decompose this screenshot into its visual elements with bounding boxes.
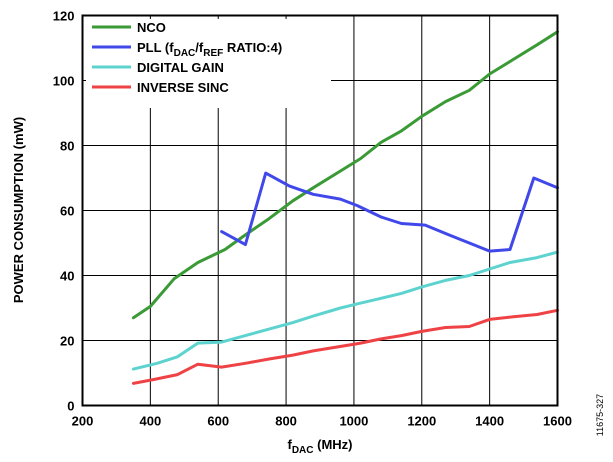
series-line-3 (131, 308, 559, 385)
series-lines (131, 30, 559, 385)
axis-ticks: 200 400 600 800 1000 1200 1400 1600 0 20 40 60 80 100… (53, 9, 572, 429)
x-tick-label: 1000 (339, 414, 368, 429)
series-line-1 (220, 171, 559, 253)
y-tick-label: 80 (60, 139, 74, 154)
x-tick-label: 800 (275, 414, 297, 429)
x-tick-label: 1400 (475, 414, 504, 429)
y-tick-label: 40 (60, 269, 74, 284)
x-axis-title: fDAC (MHz) (287, 437, 352, 456)
x-axis-title-sub: DAC (292, 445, 314, 456)
plot-frame (81, 14, 559, 407)
x-tick-label: 1200 (407, 414, 436, 429)
legend-label-1: PLL (fDAC/fREF RATIO:4) (137, 40, 282, 59)
x-axis-title-main: f (287, 437, 292, 452)
x-tick-label: 400 (140, 414, 162, 429)
y-tick-label: 100 (53, 74, 75, 89)
legend-label-0: NCO (137, 20, 166, 35)
legend-label-2: DIGITAL GAIN (137, 60, 224, 75)
series-line-0 (131, 30, 559, 320)
y-tick-label: 120 (53, 9, 75, 24)
x-tick-label: 600 (207, 414, 229, 429)
legend-background (86, 19, 331, 108)
x-tick-label: 1600 (543, 414, 572, 429)
x-tick-label: 200 (72, 414, 94, 429)
y-axis-title: POWER CONSUMPTION (mW) (11, 117, 26, 303)
y-tick-label: 20 (60, 334, 74, 349)
legend-label-3: INVERSE SINC (137, 80, 229, 95)
y-tick-label: 60 (60, 204, 74, 219)
legend: NCO PLL (fDAC/fREF RATIO:4)DIGITAL GAIN IN… (92, 20, 282, 95)
y-tick-label: 0 (67, 399, 74, 414)
figure-id: 11675-327 (595, 394, 605, 436)
x-axis-title-rest: (MHz) (314, 437, 353, 452)
series-line-2 (131, 250, 559, 371)
